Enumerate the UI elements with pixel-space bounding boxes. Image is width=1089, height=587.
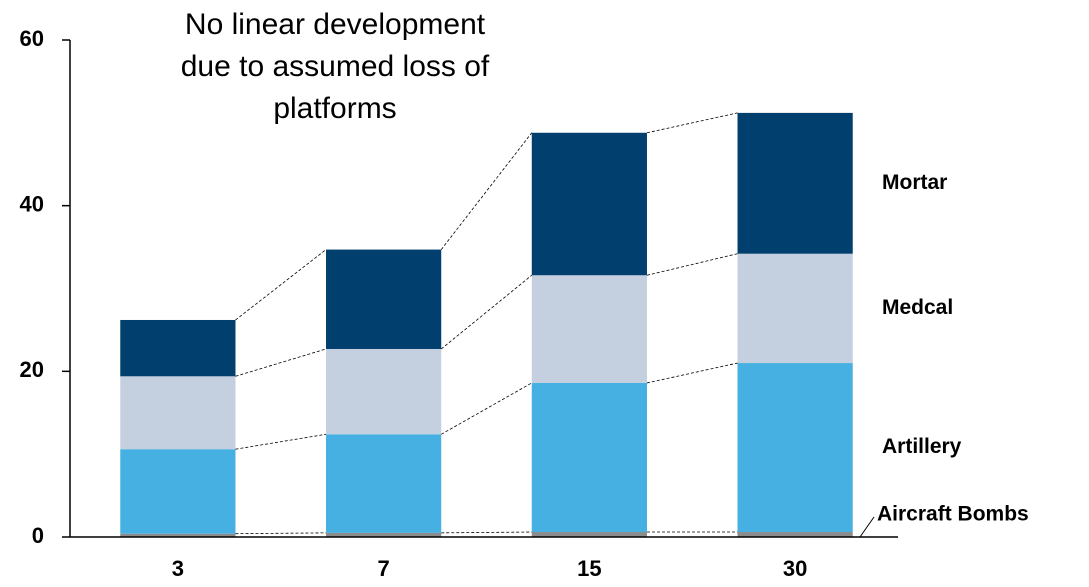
bar-segment xyxy=(120,319,236,377)
legend-label: Aircraft Bombs xyxy=(877,503,1029,526)
connector xyxy=(646,112,738,134)
bar-segment xyxy=(737,253,853,364)
leader xyxy=(859,516,875,538)
connector xyxy=(440,274,533,350)
annotation: No linear development due to assumed los… xyxy=(180,8,490,125)
bar-segment xyxy=(737,363,853,533)
connector xyxy=(440,132,533,250)
connector xyxy=(235,249,327,321)
x-tick-label: 30 xyxy=(783,556,807,581)
bar-segment xyxy=(737,532,853,537)
connector xyxy=(441,531,532,534)
x-tick-label: 7 xyxy=(378,556,390,581)
bar-segment xyxy=(120,376,236,450)
bar-segment xyxy=(531,132,647,276)
legend-label: Artillery xyxy=(882,435,962,458)
bar-segment xyxy=(531,275,647,383)
bar-segment xyxy=(326,434,442,533)
x-tick-label: 15 xyxy=(577,556,601,581)
bar-segment xyxy=(531,532,647,537)
legend-label: Mortar xyxy=(882,171,947,194)
y-tick-label: 40 xyxy=(20,191,44,216)
bar-segment xyxy=(531,382,647,533)
bar-segment xyxy=(326,249,442,349)
bar-segment xyxy=(120,449,236,534)
connector xyxy=(646,253,738,276)
connector xyxy=(235,433,327,450)
bar-segment xyxy=(737,112,853,254)
x-tick-label: 3 xyxy=(172,556,184,581)
bar-segment xyxy=(120,533,236,537)
y-tick-label: 60 xyxy=(20,26,44,51)
connector xyxy=(646,362,738,384)
y-tick-label: 20 xyxy=(20,357,44,382)
bar-segment xyxy=(326,348,442,435)
connector xyxy=(235,348,327,377)
bar-segment xyxy=(326,532,442,537)
y-tick-label: 0 xyxy=(32,523,44,548)
legend-label: Medcal xyxy=(882,296,953,319)
connector xyxy=(441,382,532,435)
connector xyxy=(235,532,327,535)
